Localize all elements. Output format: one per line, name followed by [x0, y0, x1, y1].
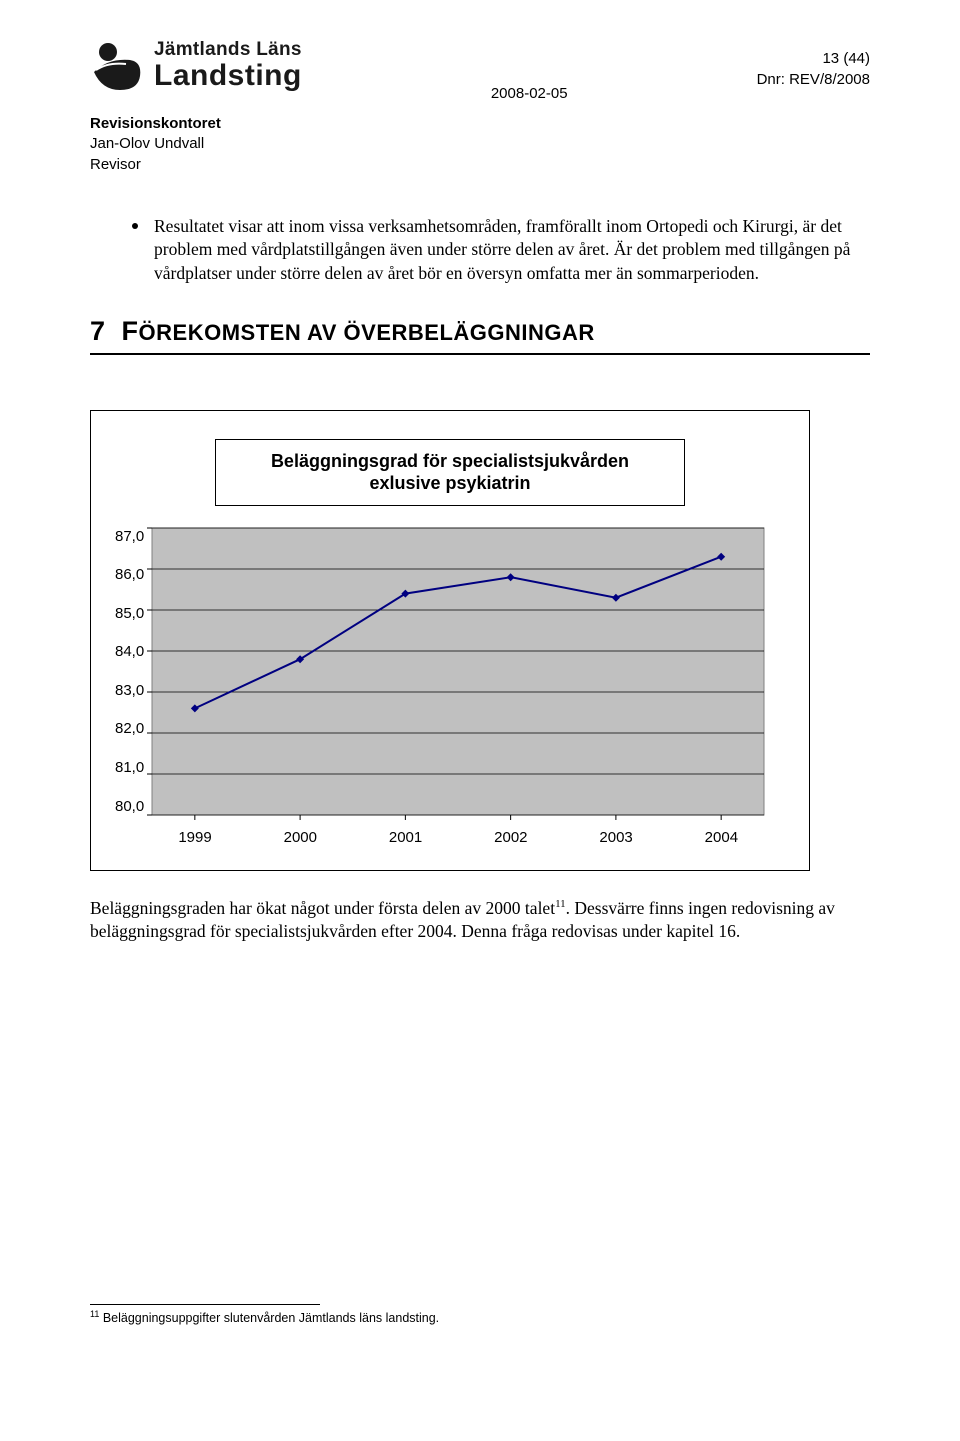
landsting-logo-icon [90, 40, 144, 94]
y-tick-label: 83,0 [115, 682, 144, 699]
para-sup: 11 [555, 898, 566, 910]
footnote-divider [90, 1304, 320, 1305]
chart-plot: 1999 2000 2001 2002 2003 2004 [152, 528, 785, 848]
org-name-line1: Jämtlands Läns [154, 40, 302, 60]
section-heading: 7 FÖREKOMSTEN AV ÖVERBELÄGGNINGAR [90, 316, 870, 347]
para-before-sup: Beläggningsgraden har ökat något under f… [90, 898, 555, 918]
header-date: 2008-02-05 [302, 40, 757, 102]
header-page-meta: 13 (44) Dnr: REV/8/2008 [757, 40, 870, 90]
x-tick-label: 2000 [284, 829, 317, 846]
org-logo-block: Jämtlands Läns Landsting [90, 40, 302, 94]
y-tick-label: 85,0 [115, 605, 144, 622]
x-tick-label: 1999 [178, 829, 211, 846]
y-tick-label: 84,0 [115, 643, 144, 660]
dnr: Dnr: REV/8/2008 [757, 69, 870, 90]
y-tick-label: 80,0 [115, 798, 144, 815]
section-title-rest: ÖREKOMSTEN AV ÖVERBELÄGGNINGAR [139, 320, 595, 345]
footnote: 11 Beläggningsuppgifter slutenvården Jäm… [90, 1309, 870, 1326]
page-number: 13 (44) [757, 48, 870, 69]
author-name: Jan-Olov Undvall [90, 134, 870, 154]
subheader: Revisionskontoret Jan-Olov Undvall Revis… [90, 114, 870, 175]
y-tick-label: 87,0 [115, 528, 144, 545]
chart-title-box: Beläggningsgrad för specialistsjukvården… [215, 439, 685, 506]
page-header: Jämtlands Läns Landsting 2008-02-05 13 (… [90, 40, 870, 102]
y-tick-label: 81,0 [115, 759, 144, 776]
y-tick-label: 82,0 [115, 720, 144, 737]
org-name: Jämtlands Läns Landsting [154, 40, 302, 91]
y-tick-label: 86,0 [115, 566, 144, 583]
x-tick-label: 2003 [599, 829, 632, 846]
heading-divider [90, 353, 870, 355]
office-name: Revisionskontoret [90, 114, 870, 134]
bullet-item: Resultatet visar att inom vissa verksamh… [90, 215, 870, 286]
footnote-num: 11 [90, 1309, 99, 1319]
y-axis-labels: 87,0 86,0 85,0 84,0 83,0 82,0 81,0 80,0 [115, 528, 152, 815]
x-tick-label: 2001 [389, 829, 422, 846]
chart-title-line2: exlusive psykiatrin [232, 472, 668, 495]
bullet-icon [132, 223, 138, 229]
bullet-text: Resultatet visar att inom vissa verksamh… [154, 215, 870, 286]
footnote-text: Beläggningsuppgifter slutenvården Jämtla… [99, 1311, 439, 1325]
section-number: 7 [90, 316, 106, 346]
x-tick-label: 2002 [494, 829, 527, 846]
body-paragraph: Beläggningsgraden har ökat något under f… [90, 897, 870, 944]
org-name-line2: Landsting [154, 60, 302, 92]
section-title-first: F [122, 316, 139, 346]
chart-svg [152, 528, 764, 815]
chart-area: 87,0 86,0 85,0 84,0 83,0 82,0 81,0 80,0 1999 200… [115, 528, 785, 848]
x-tick-label: 2004 [705, 829, 738, 846]
chart-container: Beläggningsgrad för specialistsjukvården… [90, 410, 810, 871]
chart-title-line1: Beläggningsgrad för specialistsjukvården [232, 450, 668, 473]
author-role: Revisor [90, 155, 870, 175]
